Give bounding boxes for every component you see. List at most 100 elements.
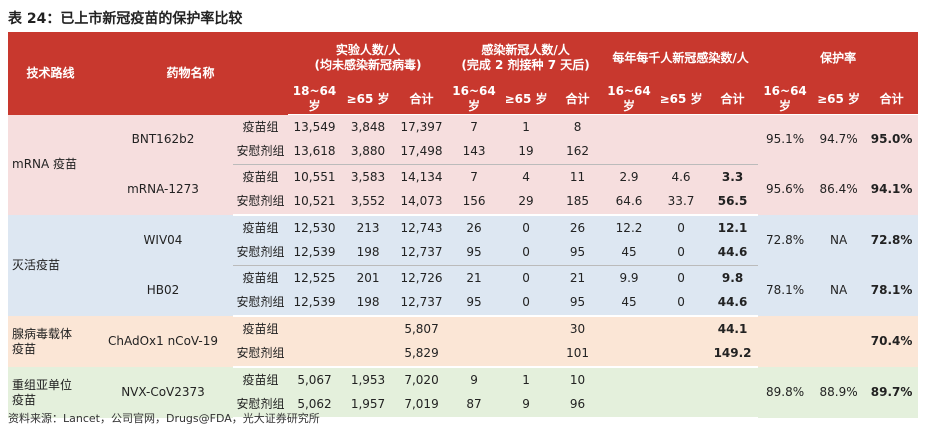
cell: 0: [500, 265, 553, 291]
cell: 95: [552, 240, 604, 266]
cell: 21: [552, 265, 604, 291]
cell: 56.5: [707, 189, 759, 216]
data-row: 安慰剂组 12,539 198 12,737 95 0 95 45 0 44.6: [8, 290, 918, 317]
subheader-cell: ≥65 岁: [812, 84, 866, 115]
cell: 14,134: [395, 164, 449, 190]
cell: 17,498: [395, 139, 449, 165]
cell: 26: [552, 215, 604, 241]
cell: 94.7%: [812, 114, 866, 165]
cell: 33.7: [655, 189, 708, 216]
cell: 11: [552, 164, 604, 190]
cell: 72.8%: [758, 215, 813, 266]
table: 技术路线 药物名称 实验人数/人 (均未感染新冠病毒) 感染新冠人数/人 (完成…: [8, 32, 919, 419]
data-row: 安慰剂组 12,539 198 12,737 95 0 95 45 0 44.6: [8, 240, 918, 266]
empty-cell: [707, 114, 759, 140]
cell: 12,743: [395, 215, 449, 241]
empty-cell: [655, 367, 708, 393]
empty-cell: [448, 316, 501, 342]
cell: 162: [552, 139, 604, 165]
empty-cell: [707, 139, 759, 165]
cell: 198: [341, 290, 396, 317]
cell: 95.1%: [758, 114, 813, 165]
cell: 14,073: [395, 189, 449, 216]
empty-cell: [500, 316, 553, 342]
cell: 3,880: [341, 139, 396, 165]
cell: 12,539: [288, 240, 342, 266]
cell: 198: [341, 240, 396, 266]
route-cell: mRNA 疫苗: [8, 114, 93, 215]
drug-cell: HB02: [93, 265, 233, 316]
cell: 3,583: [341, 164, 396, 190]
empty-cell: [812, 316, 866, 367]
cell: 143: [448, 139, 501, 165]
empty-cell: [288, 341, 342, 368]
cell: 12,737: [395, 290, 449, 317]
group-cell: 疫苗组: [233, 316, 289, 342]
cell: 95: [448, 240, 501, 266]
subheader-cell: ≥65 岁: [500, 84, 553, 115]
data-row: mRNA 疫苗 BNT162b2 疫苗组 13,549 3,848 17,397 7 1 8 95…: [8, 114, 919, 215]
cell: 88.9%: [812, 367, 866, 418]
cell: 0: [500, 290, 553, 317]
cell: 0: [655, 215, 708, 241]
cell: 4: [500, 164, 553, 190]
cell: 78.1%: [865, 265, 919, 316]
cell: 44.6: [707, 290, 759, 317]
empty-cell: [655, 392, 708, 419]
subheader-cell: ≥65 岁: [341, 84, 396, 115]
header-cell: 每年每千人新冠感染数/人: [603, 32, 759, 84]
cell: 7,020: [395, 367, 449, 393]
cell: 95: [448, 290, 501, 317]
cell: 44.6: [707, 240, 759, 266]
cell: 7: [448, 164, 501, 190]
cell: 12,539: [288, 290, 342, 317]
table-body: mRNA 疫苗 BNT162b2 疫苗组 13,549 3,848 17,397 7 1 8 95…: [8, 114, 919, 419]
cell: 156: [448, 189, 501, 216]
data-row: 腺病毒载体 疫苗 ChAdOx1 nCoV-19 疫苗组 5,807 30 44.1 70.…: [8, 316, 919, 367]
data-row: 安慰剂组 10,521 3,552 14,073 156 29 185 64.6 33.7 56.…: [8, 189, 918, 216]
cell: 89.7%: [865, 367, 919, 418]
cell: 21: [448, 265, 501, 291]
cell: 0: [500, 240, 553, 266]
group-cell: 安慰剂组: [233, 341, 289, 368]
cell: 95: [552, 290, 604, 317]
empty-cell: [341, 341, 396, 368]
route-cell: 灭活疫苗: [8, 215, 93, 316]
cell: 1: [500, 367, 553, 393]
cell: 1,957: [341, 392, 396, 419]
data-row: 灭活疫苗 WIV04 疫苗组 12,530 213 12,743 26 0 26 12.2 0 12.…: [8, 215, 919, 316]
cell: 86.4%: [812, 164, 866, 215]
group-cell: 安慰剂组: [233, 290, 289, 317]
subheader-cell: 合计: [865, 84, 919, 115]
cell: 94.1%: [865, 164, 919, 215]
cell: 3,848: [341, 114, 396, 140]
subheader-cell: 合计: [395, 84, 449, 115]
group-cell: 疫苗组: [233, 164, 289, 190]
title: 表 24：已上市新冠疫苗的保护率比较: [8, 11, 243, 27]
cell: 3,552: [341, 189, 396, 216]
cell: 12,737: [395, 240, 449, 266]
cell: 5,807: [395, 316, 449, 342]
drug-cell: BNT162b2: [93, 114, 233, 165]
empty-cell: [655, 316, 708, 342]
subheader-cell: 合计: [707, 84, 759, 115]
cell: 12,530: [288, 215, 342, 241]
route-cell: 重组亚单位 疫苗: [8, 367, 93, 418]
cell: 4.6: [655, 164, 708, 190]
empty-cell: [707, 392, 759, 419]
empty-cell: [603, 139, 656, 165]
source-note: 资料来源：Lancet，公司官网，Drugs@FDA，光大证券研究所: [8, 412, 320, 425]
cell: 0: [500, 215, 553, 241]
cell: 0: [655, 240, 708, 266]
data-row: 安慰剂组 5,829 101 149.2: [8, 341, 918, 368]
empty-cell: [341, 316, 396, 342]
cell: 12.2: [603, 215, 656, 241]
cell: 72.8%: [865, 215, 919, 266]
empty-cell: [655, 139, 708, 165]
cell: 10,521: [288, 189, 342, 216]
cell: 9: [448, 367, 501, 393]
empty-cell: [603, 114, 656, 140]
cell: 10,551: [288, 164, 342, 190]
drug-cell: mRNA-1273: [93, 164, 233, 215]
subheader-cell: 16~64 岁: [448, 84, 501, 115]
